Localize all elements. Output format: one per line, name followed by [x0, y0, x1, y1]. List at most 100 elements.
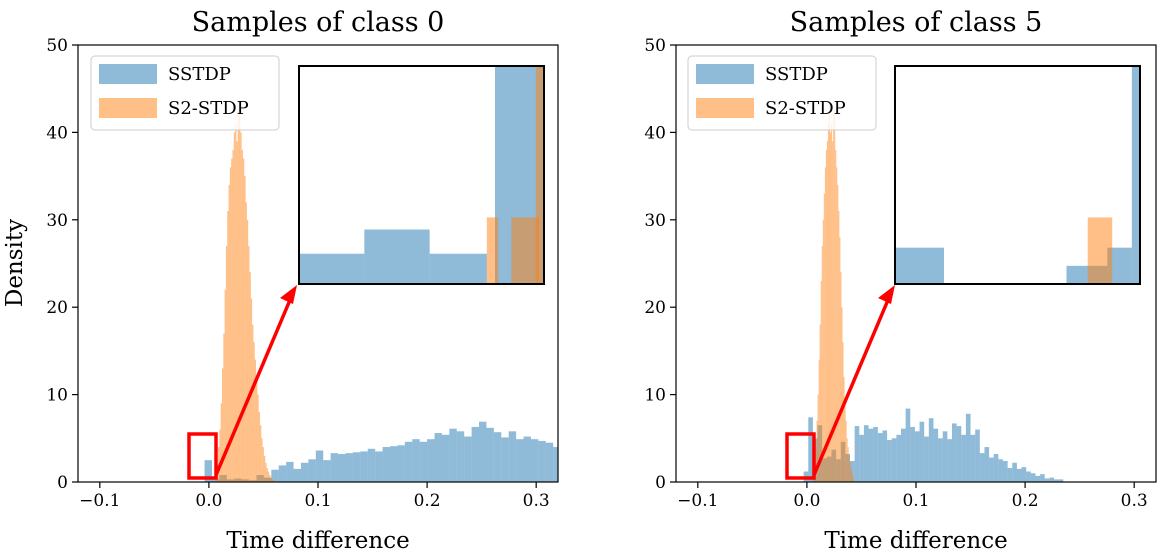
s2stdp-bar — [259, 425, 262, 482]
sstdp-bar — [850, 461, 855, 482]
s2stdp-bar — [228, 184, 230, 482]
sstdp-bar — [330, 453, 339, 482]
legend-swatch-sstdp — [99, 64, 157, 84]
chart-panel-class-5: Samples of class 5 −0.1 0.0 0.1 0.2 0.3 0 10 20… — [644, 7, 1157, 553]
legend: SSTDP S2-STDP — [687, 55, 877, 131]
sstdp-bar — [575, 454, 582, 482]
sstdp-bar — [538, 440, 546, 482]
s2stdp-bar — [254, 359, 257, 482]
y-tick-label: 30 — [46, 211, 68, 231]
s2stdp-bar — [846, 438, 848, 482]
sstdp-bar — [508, 431, 517, 482]
sstdp-bar — [998, 459, 1003, 482]
inset-frame — [298, 65, 545, 285]
s2stdp-bar — [852, 477, 854, 482]
sstdp-bar — [1049, 477, 1054, 482]
s2stdp-bar — [267, 471, 270, 482]
sstdp-bar — [360, 451, 368, 482]
sstdp-bar — [523, 436, 531, 482]
sstdp-bar — [583, 452, 590, 482]
s2stdp-bar — [827, 123, 829, 482]
sstdp-bar — [561, 448, 568, 482]
sstdp-bar — [345, 453, 353, 482]
x-tick-label: 0.3 — [1121, 491, 1148, 511]
s2stdp-bar — [270, 477, 272, 482]
s2stdp-bar — [837, 184, 839, 482]
zoom-region-box — [785, 432, 816, 480]
sstdp-bar — [891, 438, 897, 482]
s2stdp-bar — [851, 473, 853, 482]
sstdp-bar — [471, 426, 480, 482]
s2stdp-bar — [252, 324, 254, 482]
x-tick-label: 0.2 — [414, 491, 441, 511]
sstdp-bar — [613, 468, 620, 482]
inset-sstdp-bar — [299, 253, 365, 284]
y-tick-label: 20 — [46, 298, 68, 318]
inset-s2stdp-bar — [535, 66, 544, 284]
s2stdp-bar — [227, 211, 229, 482]
s2stdp-bar — [849, 462, 851, 482]
y-tick-label: 50 — [46, 36, 68, 56]
sstdp-bar — [479, 421, 487, 482]
zoom-arrow — [812, 285, 895, 476]
s2stdp-bar — [829, 97, 831, 482]
sstdp-bar — [984, 447, 990, 482]
sstdp-bar — [887, 440, 892, 482]
sstdp-bar — [397, 445, 405, 482]
inset-s2stdp-bars — [1087, 217, 1113, 284]
legend-swatch-s2stdp — [99, 98, 157, 118]
sstdp-bar — [419, 441, 428, 482]
s2stdp-bar — [818, 359, 820, 482]
x-tick-label: 0.0 — [793, 491, 820, 511]
chart-title: Samples of class 0 — [192, 7, 445, 38]
s2stdp-bar — [236, 141, 238, 482]
x-axis-label: Time difference — [226, 528, 409, 553]
s2stdp-bar — [223, 333, 225, 482]
sstdp-bar — [882, 430, 888, 482]
s2stdp-bar — [224, 289, 226, 482]
sstdp-bar — [501, 437, 509, 482]
sstdp-bar — [863, 425, 869, 482]
sstdp-bar — [928, 418, 934, 482]
sstdp-bar — [868, 428, 874, 482]
sstdp-bar — [905, 408, 911, 482]
sstdp-bar — [516, 439, 524, 482]
sstdp-bar — [961, 434, 966, 482]
sstdp-bar — [620, 465, 627, 482]
s2stdp-bar — [263, 455, 266, 482]
x-tick-label: 0.2 — [1012, 491, 1039, 511]
sstdp-bar — [1054, 479, 1059, 482]
s2stdp-bar — [839, 237, 841, 482]
s2stdp-bar — [842, 342, 844, 482]
sstdp-bar — [956, 426, 962, 482]
s2stdp-bar — [819, 324, 821, 482]
sstdp-bar — [456, 431, 465, 482]
x-axis-label: Time difference — [824, 528, 1007, 553]
legend-label-sstdp: SSTDP — [765, 64, 828, 85]
inset-s2stdp-bars — [486, 66, 544, 284]
sstdp-bar — [434, 433, 442, 482]
inset-sstdp-bar — [1131, 66, 1140, 284]
s2stdp-bar — [239, 114, 241, 482]
s2stdp-bar — [831, 123, 833, 482]
s2stdp-bar — [232, 149, 234, 482]
sstdp-bar — [1040, 474, 1045, 482]
sstdp-bar — [965, 413, 971, 482]
s2stdp-bar — [244, 176, 246, 482]
s2stdp-bar — [222, 368, 224, 482]
s2stdp-bar — [826, 141, 828, 482]
s2stdp-bar — [240, 132, 242, 482]
sstdp-bar — [464, 436, 472, 482]
s2stdp-bar — [838, 211, 840, 482]
sstdp-bar — [300, 462, 309, 482]
sstdp-bar — [1044, 478, 1050, 482]
x-tick-label: 0.1 — [304, 491, 331, 511]
inset — [894, 65, 1141, 285]
s2stdp-bar — [816, 420, 818, 482]
sstdp-bar — [449, 428, 457, 482]
y-tick-label: 10 — [46, 386, 68, 406]
sstdp-bar — [338, 454, 346, 482]
y-tick-label: 20 — [644, 298, 666, 318]
s2stdp-bar — [845, 420, 847, 482]
sstdp-bar — [390, 446, 398, 482]
